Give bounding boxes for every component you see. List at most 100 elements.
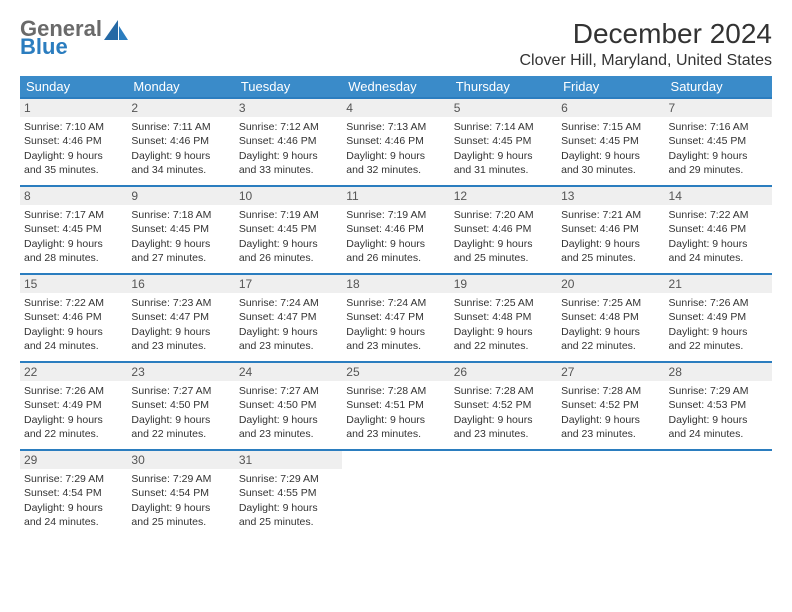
day-info: Sunrise: 7:24 AMSunset: 4:47 PMDaylight:…: [239, 296, 338, 353]
calendar-day-cell: [450, 450, 557, 538]
calendar-week-row: 22Sunrise: 7:26 AMSunset: 4:49 PMDayligh…: [20, 362, 772, 450]
day-daylight1: Daylight: 9 hours: [561, 237, 660, 251]
day-daylight1: Daylight: 9 hours: [669, 325, 768, 339]
day-sunrise: Sunrise: 7:14 AM: [454, 120, 553, 134]
day-number: 26: [450, 363, 557, 381]
day-info: Sunrise: 7:28 AMSunset: 4:52 PMDaylight:…: [454, 384, 553, 441]
day-number: 16: [127, 275, 234, 293]
day-info: Sunrise: 7:17 AMSunset: 4:45 PMDaylight:…: [24, 208, 123, 265]
day-info: Sunrise: 7:24 AMSunset: 4:47 PMDaylight:…: [346, 296, 445, 353]
day-daylight1: Daylight: 9 hours: [454, 237, 553, 251]
day-daylight2: and 23 minutes.: [239, 339, 338, 353]
day-daylight1: Daylight: 9 hours: [24, 237, 123, 251]
day-daylight1: Daylight: 9 hours: [454, 149, 553, 163]
day-daylight2: and 24 minutes.: [24, 339, 123, 353]
weekday-header: Saturday: [665, 76, 772, 98]
day-number: 25: [342, 363, 449, 381]
day-info: Sunrise: 7:28 AMSunset: 4:52 PMDaylight:…: [561, 384, 660, 441]
day-sunset: Sunset: 4:50 PM: [239, 398, 338, 412]
day-daylight1: Daylight: 9 hours: [346, 413, 445, 427]
day-sunset: Sunset: 4:46 PM: [561, 222, 660, 236]
day-sunset: Sunset: 4:55 PM: [239, 486, 338, 500]
day-daylight2: and 25 minutes.: [131, 515, 230, 529]
day-sunrise: Sunrise: 7:19 AM: [346, 208, 445, 222]
calendar-week-row: 1Sunrise: 7:10 AMSunset: 4:46 PMDaylight…: [20, 98, 772, 186]
day-info: Sunrise: 7:13 AMSunset: 4:46 PMDaylight:…: [346, 120, 445, 177]
day-daylight2: and 23 minutes.: [131, 339, 230, 353]
day-sunrise: Sunrise: 7:28 AM: [454, 384, 553, 398]
day-sunrise: Sunrise: 7:19 AM: [239, 208, 338, 222]
day-number: 9: [127, 187, 234, 205]
day-sunrise: Sunrise: 7:28 AM: [346, 384, 445, 398]
day-sunset: Sunset: 4:52 PM: [454, 398, 553, 412]
calendar-day-cell: [665, 450, 772, 538]
calendar-day-cell: [342, 450, 449, 538]
day-sunset: Sunset: 4:50 PM: [131, 398, 230, 412]
day-daylight1: Daylight: 9 hours: [454, 325, 553, 339]
day-info: Sunrise: 7:29 AMSunset: 4:53 PMDaylight:…: [669, 384, 768, 441]
weekday-header-row: Sunday Monday Tuesday Wednesday Thursday…: [20, 76, 772, 98]
calendar-day-cell: 13Sunrise: 7:21 AMSunset: 4:46 PMDayligh…: [557, 186, 664, 274]
day-sunset: Sunset: 4:47 PM: [131, 310, 230, 324]
calendar-day-cell: 21Sunrise: 7:26 AMSunset: 4:49 PMDayligh…: [665, 274, 772, 362]
day-sunrise: Sunrise: 7:24 AM: [239, 296, 338, 310]
day-daylight1: Daylight: 9 hours: [561, 149, 660, 163]
day-info: Sunrise: 7:26 AMSunset: 4:49 PMDaylight:…: [669, 296, 768, 353]
day-daylight2: and 24 minutes.: [24, 515, 123, 529]
day-daylight2: and 26 minutes.: [346, 251, 445, 265]
day-sunrise: Sunrise: 7:22 AM: [24, 296, 123, 310]
day-info: Sunrise: 7:20 AMSunset: 4:46 PMDaylight:…: [454, 208, 553, 265]
day-daylight1: Daylight: 9 hours: [131, 237, 230, 251]
day-daylight2: and 30 minutes.: [561, 163, 660, 177]
day-daylight1: Daylight: 9 hours: [561, 413, 660, 427]
calendar-day-cell: 3Sunrise: 7:12 AMSunset: 4:46 PMDaylight…: [235, 98, 342, 186]
day-info: Sunrise: 7:12 AMSunset: 4:46 PMDaylight:…: [239, 120, 338, 177]
day-info: Sunrise: 7:22 AMSunset: 4:46 PMDaylight:…: [669, 208, 768, 265]
day-sunset: Sunset: 4:46 PM: [24, 310, 123, 324]
day-daylight1: Daylight: 9 hours: [346, 325, 445, 339]
day-number: 22: [20, 363, 127, 381]
day-number: 6: [557, 99, 664, 117]
day-daylight2: and 25 minutes.: [454, 251, 553, 265]
day-daylight1: Daylight: 9 hours: [131, 149, 230, 163]
calendar-day-cell: 16 Sunrise: 7:23 AMSunset: 4:47 PMDayligh…: [127, 274, 234, 362]
weekday-header: Tuesday: [235, 76, 342, 98]
day-info: Sunrise: 7:11 AMSunset: 4:46 PMDaylight:…: [131, 120, 230, 177]
day-sunset: Sunset: 4:45 PM: [669, 134, 768, 148]
day-daylight1: Daylight: 9 hours: [239, 325, 338, 339]
calendar-day-cell: 1Sunrise: 7:10 AMSunset: 4:46 PMDaylight…: [20, 98, 127, 186]
day-info: Sunrise: 7:19 AMSunset: 4:45 PMDaylight:…: [239, 208, 338, 265]
day-daylight2: and 29 minutes.: [669, 163, 768, 177]
day-sunset: Sunset: 4:46 PM: [346, 134, 445, 148]
day-daylight1: Daylight: 9 hours: [239, 149, 338, 163]
day-info: Sunrise: 7:29 AMSunset: 4:54 PMDaylight:…: [24, 472, 123, 529]
day-sunrise: Sunrise: 7:11 AM: [131, 120, 230, 134]
day-number: 30: [127, 451, 234, 469]
calendar-day-cell: 31Sunrise: 7:29 AMSunset: 4:55 PMDayligh…: [235, 450, 342, 538]
logo: General Blue: [20, 18, 130, 58]
day-sunrise: Sunrise: 7:24 AM: [346, 296, 445, 310]
day-sunrise: Sunrise: 7:29 AM: [239, 472, 338, 486]
day-info: Sunrise: 7:27 AMSunset: 4:50 PMDaylight:…: [239, 384, 338, 441]
day-info: Sunrise: 7:18 AMSunset: 4:45 PMDaylight:…: [131, 208, 230, 265]
weekday-header: Wednesday: [342, 76, 449, 98]
calendar-table: Sunday Monday Tuesday Wednesday Thursday…: [20, 76, 772, 538]
day-daylight1: Daylight: 9 hours: [561, 325, 660, 339]
day-sunset: Sunset: 4:47 PM: [239, 310, 338, 324]
day-sunset: Sunset: 4:46 PM: [346, 222, 445, 236]
day-info: Sunrise: 7:29 AMSunset: 4:55 PMDaylight:…: [239, 472, 338, 529]
day-info: Sunrise: 7:23 AMSunset: 4:47 PMDaylight:…: [131, 296, 230, 353]
day-number: 10: [235, 187, 342, 205]
day-info: Sunrise: 7:25 AMSunset: 4:48 PMDaylight:…: [454, 296, 553, 353]
day-daylight1: Daylight: 9 hours: [131, 325, 230, 339]
day-daylight1: Daylight: 9 hours: [239, 237, 338, 251]
calendar-day-cell: 22Sunrise: 7:26 AMSunset: 4:49 PMDayligh…: [20, 362, 127, 450]
day-daylight2: and 32 minutes.: [346, 163, 445, 177]
day-sunset: Sunset: 4:46 PM: [239, 134, 338, 148]
calendar-week-row: 29Sunrise: 7:29 AMSunset: 4:54 PMDayligh…: [20, 450, 772, 538]
day-sunrise: Sunrise: 7:21 AM: [561, 208, 660, 222]
day-sunrise: Sunrise: 7:22 AM: [669, 208, 768, 222]
day-info: Sunrise: 7:28 AMSunset: 4:51 PMDaylight:…: [346, 384, 445, 441]
day-daylight2: and 26 minutes.: [239, 251, 338, 265]
weekday-header: Sunday: [20, 76, 127, 98]
